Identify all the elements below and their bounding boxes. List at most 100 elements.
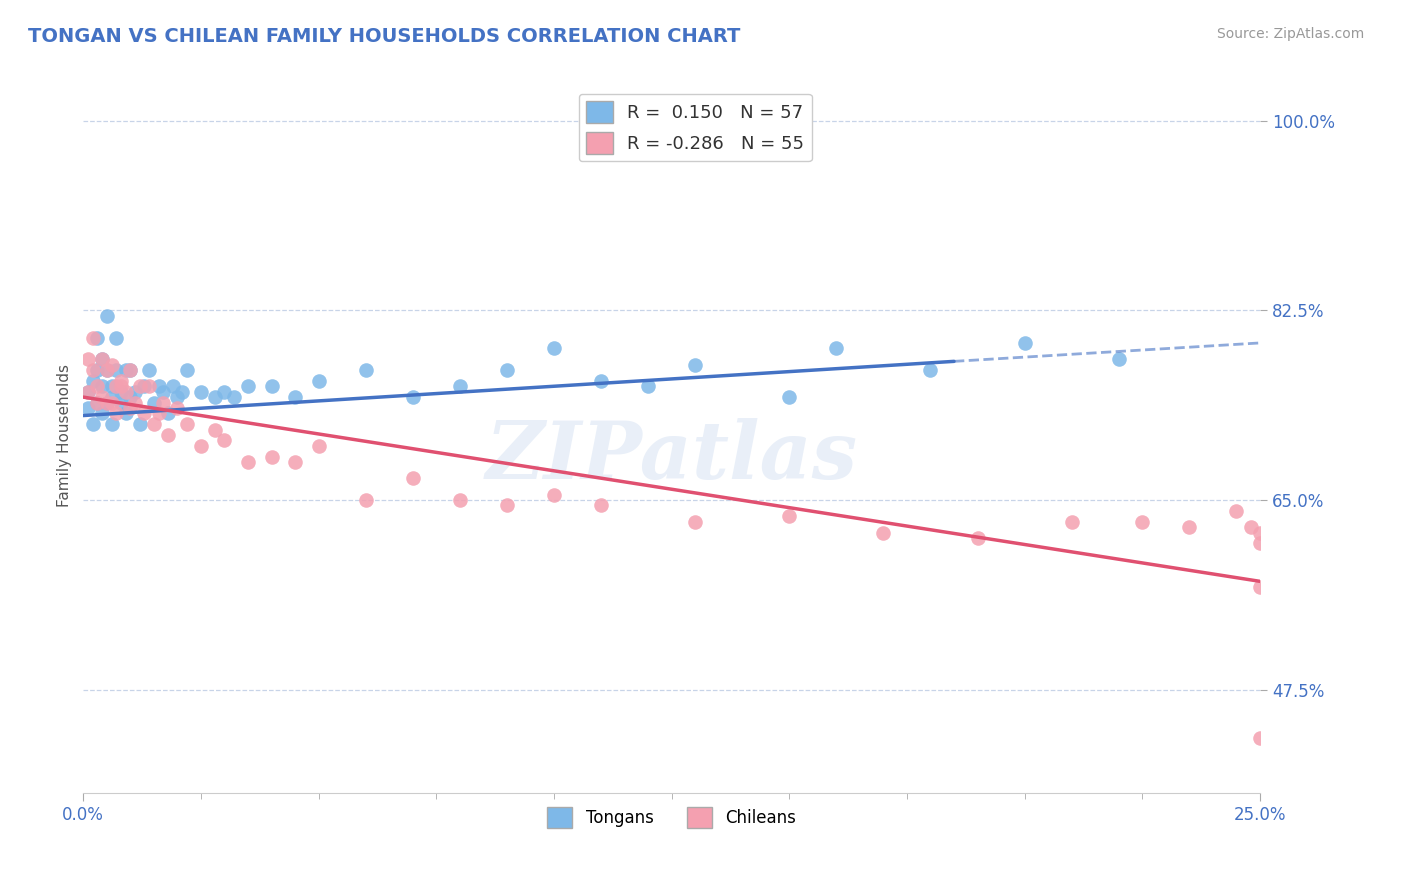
Point — [128, 379, 150, 393]
Point — [91, 352, 114, 367]
Point — [402, 390, 425, 404]
Point — [124, 384, 146, 399]
Point — [91, 352, 114, 367]
Point — [308, 439, 330, 453]
Point — [142, 417, 165, 432]
Point — [96, 395, 118, 409]
Point — [162, 379, 184, 393]
Point — [1249, 536, 1271, 550]
Point — [77, 384, 100, 399]
Point — [148, 406, 170, 420]
Point — [96, 363, 118, 377]
Point — [920, 363, 942, 377]
Point — [172, 384, 194, 399]
Point — [176, 417, 198, 432]
Point — [110, 395, 132, 409]
Point — [683, 358, 706, 372]
Point — [449, 493, 471, 508]
Point — [1060, 515, 1083, 529]
Point — [543, 488, 565, 502]
Point — [778, 390, 800, 404]
Point — [134, 406, 156, 420]
Point — [120, 390, 142, 404]
Point — [100, 358, 122, 372]
Point — [110, 379, 132, 393]
Point — [82, 330, 104, 344]
Point — [105, 379, 128, 393]
Point — [77, 352, 100, 367]
Point — [82, 363, 104, 377]
Point — [683, 515, 706, 529]
Point — [100, 390, 122, 404]
Point — [138, 379, 160, 393]
Point — [96, 363, 118, 377]
Point — [96, 395, 118, 409]
Point — [82, 374, 104, 388]
Point — [284, 455, 307, 469]
Point — [1249, 525, 1271, 540]
Point — [86, 330, 108, 344]
Point — [496, 499, 519, 513]
Point — [120, 363, 142, 377]
Point — [236, 455, 259, 469]
Point — [166, 401, 188, 415]
Point — [91, 390, 114, 404]
Point — [204, 390, 226, 404]
Point — [1014, 335, 1036, 350]
Point — [120, 401, 142, 415]
Point — [152, 395, 174, 409]
Point — [105, 330, 128, 344]
Point — [284, 390, 307, 404]
Point — [496, 363, 519, 377]
Point — [105, 363, 128, 377]
Point — [148, 379, 170, 393]
Point — [222, 390, 245, 404]
Point — [100, 379, 122, 393]
Point — [128, 417, 150, 432]
Point — [77, 401, 100, 415]
Point — [637, 379, 659, 393]
Point — [1249, 731, 1271, 746]
Point — [872, 525, 894, 540]
Point — [124, 395, 146, 409]
Point — [449, 379, 471, 393]
Point — [110, 384, 132, 399]
Point — [1239, 520, 1261, 534]
Point — [825, 342, 848, 356]
Point — [142, 395, 165, 409]
Point — [152, 384, 174, 399]
Point — [354, 493, 377, 508]
Point — [166, 390, 188, 404]
Point — [214, 384, 236, 399]
Point — [100, 417, 122, 432]
Point — [114, 363, 136, 377]
Point — [86, 395, 108, 409]
Point — [91, 406, 114, 420]
Point — [91, 379, 114, 393]
Point — [402, 471, 425, 485]
Y-axis label: Family Households: Family Households — [58, 364, 72, 507]
Point — [82, 417, 104, 432]
Point — [966, 531, 988, 545]
Point — [96, 309, 118, 323]
Point — [236, 379, 259, 393]
Point — [100, 395, 122, 409]
Text: ZIPatlas: ZIPatlas — [485, 417, 858, 495]
Point — [156, 428, 179, 442]
Point — [1130, 515, 1153, 529]
Point — [86, 379, 108, 393]
Point — [86, 363, 108, 377]
Text: TONGAN VS CHILEAN FAMILY HOUSEHOLDS CORRELATION CHART: TONGAN VS CHILEAN FAMILY HOUSEHOLDS CORR… — [28, 27, 741, 45]
Point — [214, 434, 236, 448]
Point — [1249, 580, 1271, 594]
Point — [778, 509, 800, 524]
Point — [110, 374, 132, 388]
Point — [120, 363, 142, 377]
Point — [114, 406, 136, 420]
Point — [156, 406, 179, 420]
Legend: Tongans, Chileans: Tongans, Chileans — [540, 801, 803, 834]
Point — [589, 374, 612, 388]
Point — [1225, 504, 1247, 518]
Point — [1178, 520, 1201, 534]
Point — [190, 384, 212, 399]
